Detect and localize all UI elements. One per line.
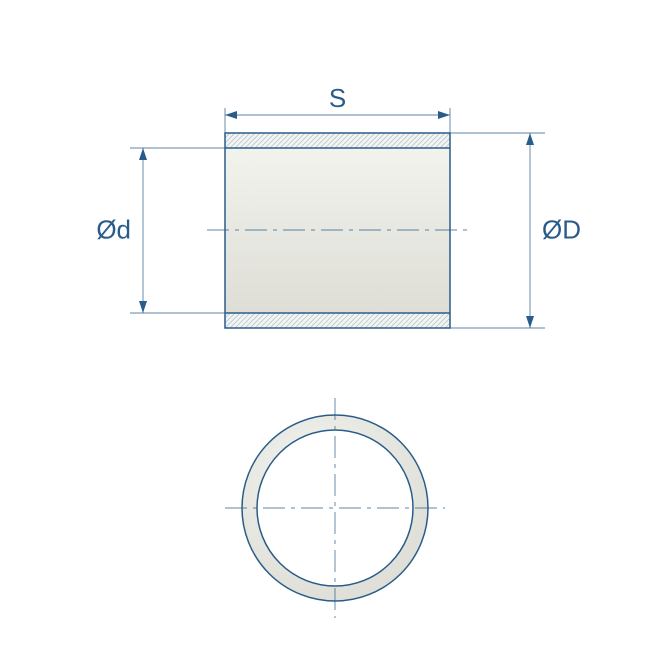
dimension-d: Ød (96, 148, 225, 313)
dimension-d-label: Ød (96, 215, 131, 245)
front-view (225, 398, 445, 618)
side-view (195, 133, 490, 328)
hatch-band (195, 313, 490, 328)
dimension-D: ØD (450, 133, 581, 328)
hatch-band (195, 133, 490, 148)
dimension-s-label: S (329, 83, 346, 113)
dimension-s: S (225, 83, 450, 133)
dimension-D-label: ØD (542, 215, 581, 245)
